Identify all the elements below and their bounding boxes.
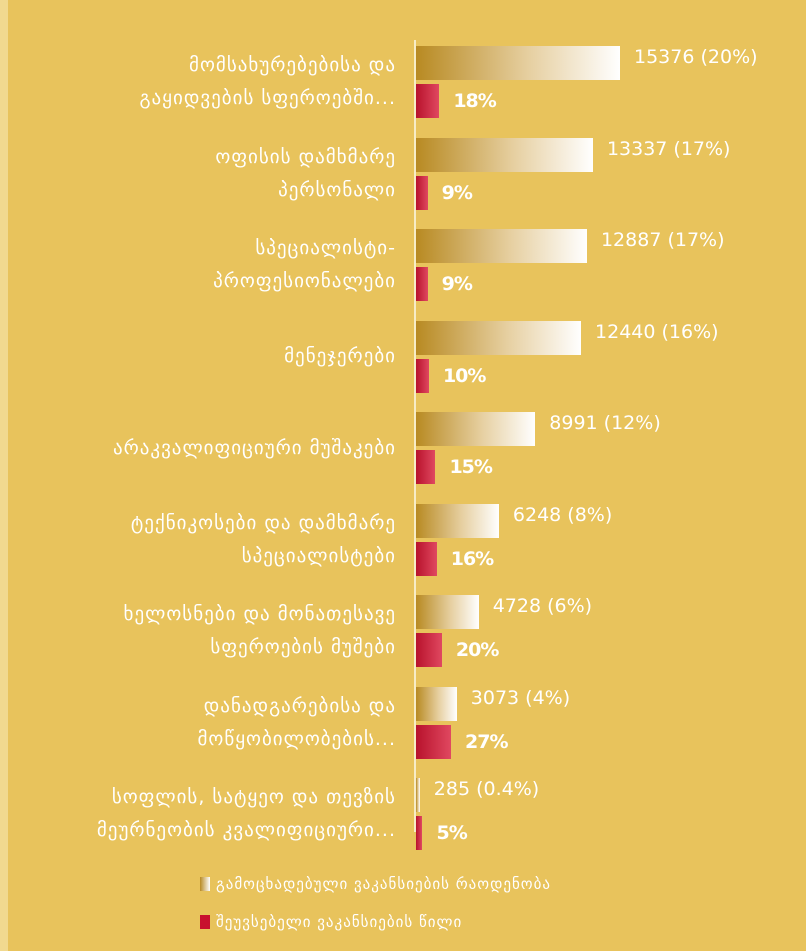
category-label: სოფლის, სატყეო და თევზის მეურნეობის კვალ…: [96, 786, 396, 841]
value-label: 8991 (12%): [549, 412, 661, 434]
value-label: 4728 (6%): [492, 595, 593, 617]
legend-swatch: [200, 915, 210, 929]
value-label: 9%: [441, 273, 473, 295]
value-label: 6248 (8%): [512, 503, 613, 526]
value-label: 285 (0.4%): [433, 778, 540, 800]
value-label: 12887 (17%): [600, 229, 725, 251]
value-label: 12440 (16%): [595, 320, 719, 343]
edge-stripe: [0, 0, 8, 951]
vacancy-bar: [416, 412, 536, 446]
category-label: სპეციალისტი- პროფესიონალები: [213, 237, 396, 292]
vacancy-bar: [416, 686, 457, 721]
value-label: 13337 (17%): [606, 137, 731, 160]
unfilled-bar: [416, 724, 451, 759]
value-label: 20%: [455, 639, 499, 661]
unfilled-bar: [416, 541, 437, 576]
value-label: 9%: [441, 181, 473, 204]
value-label: 18%: [453, 90, 496, 112]
category-label: მენეჯერები: [284, 345, 396, 367]
legend-entry: გამოცხადებული ვაკანსიების რაოდენობა: [200, 874, 551, 894]
value-label: 15376 (20%): [634, 46, 758, 68]
vacancy-bar: [416, 778, 420, 812]
value-label: 5%: [436, 822, 467, 844]
category-label: მომსახურებებისა და გაყიდვების სფეროებში.…: [139, 54, 396, 109]
value-label: 27%: [465, 730, 508, 753]
vacancy-bar: [416, 229, 587, 263]
value-label: 3073 (4%): [470, 686, 571, 709]
legend-entry: შეუვსებელი ვაკანსიების წილი: [200, 912, 462, 932]
unfilled-bar: [416, 816, 423, 850]
axis-line: [414, 40, 416, 832]
vacancy-bar: [416, 503, 499, 538]
category-label: დანადგარებისა და მოწყობილობების...: [197, 694, 396, 750]
legend-text: შეუვსებელი ვაკანსიების წილი: [216, 913, 463, 931]
value-label: 10%: [442, 364, 486, 387]
unfilled-bar: [416, 633, 442, 667]
category-label: ოფისის დამხმარე პერსონალი: [215, 145, 396, 201]
unfilled-bar: [416, 267, 428, 301]
unfilled-bar: [416, 84, 440, 118]
legend-swatch: [200, 877, 210, 891]
vacancy-bar: [416, 595, 479, 629]
category-label: ხელოსნები და მონათესავე სფეროების მუშები: [123, 603, 396, 658]
category-label: არაკვალიფიციური მუშაკები: [112, 436, 396, 459]
value-label: 15%: [449, 456, 492, 478]
vacancy-bar: [416, 320, 582, 355]
unfilled-bar: [416, 175, 428, 210]
unfilled-bar: [416, 358, 429, 393]
vacancy-bar: [416, 46, 620, 80]
category-label: ტექნიკოსები და დამხმარე სპეციალისტები: [130, 511, 396, 567]
unfilled-bar: [416, 450, 436, 484]
vacancy-bar: [416, 137, 593, 172]
value-label: 16%: [450, 547, 494, 570]
legend-text: გამოცხადებული ვაკანსიების რაოდენობა: [216, 875, 551, 893]
